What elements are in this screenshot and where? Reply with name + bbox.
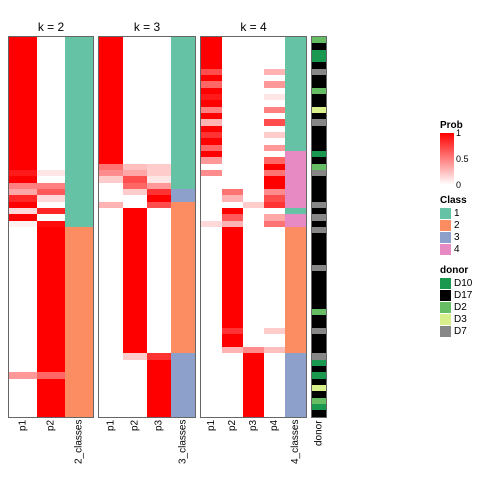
donor-label: D7 <box>454 326 467 337</box>
panels-container: k = 2p1p22_classesk = 3p1p2p33_classesk … <box>8 20 327 468</box>
x-axis-label: p2 <box>123 420 147 468</box>
prob-column <box>243 37 264 417</box>
class-label: 4 <box>454 244 460 255</box>
class-column <box>285 37 306 417</box>
x-axis-label: p1 <box>9 420 37 468</box>
class-legend-title: Class <box>440 195 500 206</box>
heatmap-body <box>200 36 307 418</box>
donor-legend: donor D10D17D2D3D7 <box>440 265 500 337</box>
donor-x-label-wrap: donor <box>312 420 326 468</box>
prob-tick: 1 <box>456 128 461 138</box>
x-axis-label: p1 <box>99 420 123 468</box>
x-axis-label: p2 <box>222 420 243 468</box>
donor-legend-item: D3 <box>440 314 500 325</box>
donor-swatch <box>440 326 451 337</box>
donor-label: D2 <box>454 302 467 313</box>
donor-label: D10 <box>454 278 472 289</box>
heatmap-panel: k = 2 p1p22_classes <box>8 20 94 468</box>
class-legend: Class 1234 <box>440 195 500 255</box>
class-swatch <box>440 208 451 219</box>
prob-tick: 0.5 <box>456 154 469 164</box>
heatmap-body <box>8 36 94 418</box>
prob-column <box>201 37 222 417</box>
donor-legend-title: donor <box>440 265 500 276</box>
x-axis-labels: p1p2p33_classes <box>99 420 195 468</box>
panel-title: k = 3 <box>134 20 160 34</box>
class-legend-item: 1 <box>440 208 500 219</box>
heatmap-body <box>98 36 196 418</box>
class-label: 2 <box>454 220 460 231</box>
donor-x-label: donor <box>312 420 326 468</box>
x-axis-labels: p1p22_classes <box>9 420 93 468</box>
class-swatch <box>440 244 451 255</box>
x-axis-label: p4 <box>264 420 285 468</box>
x-axis-label: p1 <box>201 420 222 468</box>
donor-legend-items: D10D17D2D3D7 <box>440 278 500 337</box>
prob-column <box>222 37 243 417</box>
donor-swatch <box>440 314 451 325</box>
legends-container: Prob 00.51 Class 1234 donor D10D17D2D3D7 <box>440 120 500 347</box>
x-axis-labels: p1p2p3p44_classes <box>201 420 306 468</box>
prob-legend-title: Prob <box>440 120 500 131</box>
x-axis-label: p3 <box>147 420 171 468</box>
x-axis-label: 2_classes <box>65 420 93 468</box>
donor-swatch <box>440 278 451 289</box>
class-legend-item: 2 <box>440 220 500 231</box>
class-label: 3 <box>454 232 460 243</box>
prob-column <box>9 37 37 417</box>
panel-title: k = 4 <box>240 20 266 34</box>
class-column <box>65 37 93 417</box>
class-legend-item: 3 <box>440 232 500 243</box>
prob-column <box>123 37 147 417</box>
x-axis-label: p3 <box>243 420 264 468</box>
donor-label: D17 <box>454 290 472 301</box>
donor-legend-item: D17 <box>440 290 500 301</box>
x-axis-label: 3_classes <box>171 420 195 468</box>
donor-strip <box>311 36 327 418</box>
class-legend-items: 1234 <box>440 208 500 255</box>
prob-column <box>37 37 65 417</box>
class-swatch <box>440 232 451 243</box>
class-label: 1 <box>454 208 460 219</box>
prob-colorbar: 00.51 <box>440 133 454 185</box>
prob-tick: 0 <box>456 180 461 190</box>
prob-column <box>264 37 285 417</box>
donor-panel: donor <box>311 20 327 468</box>
donor-legend-item: D2 <box>440 302 500 313</box>
donor-swatch <box>440 302 451 313</box>
prob-legend: Prob 00.51 <box>440 120 500 185</box>
panel-title: k = 2 <box>38 20 64 34</box>
donor-legend-item: D10 <box>440 278 500 289</box>
donor-legend-item: D7 <box>440 326 500 337</box>
donor-label: D3 <box>454 314 467 325</box>
prob-column <box>99 37 123 417</box>
heatmap-panel: k = 4 p1p2p3p44_classes <box>200 20 307 468</box>
x-axis-label: p2 <box>37 420 65 468</box>
class-legend-item: 4 <box>440 244 500 255</box>
class-swatch <box>440 220 451 231</box>
x-axis-label: 4_classes <box>285 420 306 468</box>
prob-column <box>147 37 171 417</box>
class-column <box>171 37 195 417</box>
donor-swatch <box>440 290 451 301</box>
heatmap-panel: k = 3 p1p2p33_classes <box>98 20 196 468</box>
